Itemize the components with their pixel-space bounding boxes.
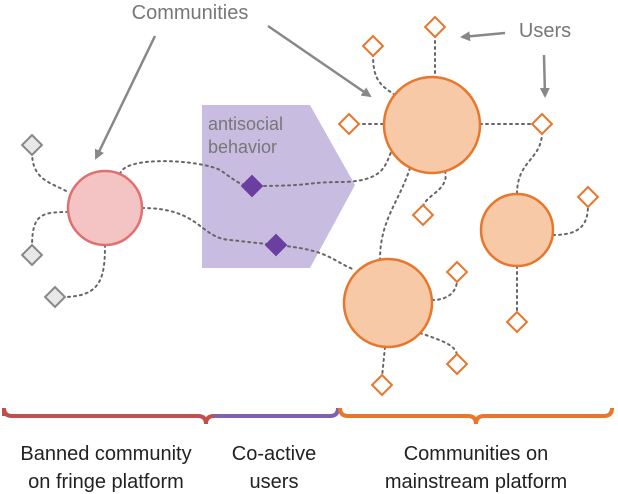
community (342, 257, 434, 349)
group-label: Banned community (20, 443, 191, 465)
annotation: behavior (208, 137, 277, 157)
group-label: Communities on (404, 443, 549, 465)
pointer-arrows (94, 24, 550, 160)
community (382, 75, 482, 175)
brackets (2, 407, 614, 425)
group-label: Co-active (232, 443, 316, 465)
annotation: Users (519, 20, 571, 42)
community (479, 192, 555, 268)
group-label: users (250, 471, 299, 493)
fringe-community (66, 169, 144, 247)
group-label: on fringe platform (28, 471, 184, 493)
annotation: Communities (132, 2, 249, 24)
annotation: antisocial (208, 114, 283, 134)
group-label: mainstream platform (385, 471, 567, 493)
